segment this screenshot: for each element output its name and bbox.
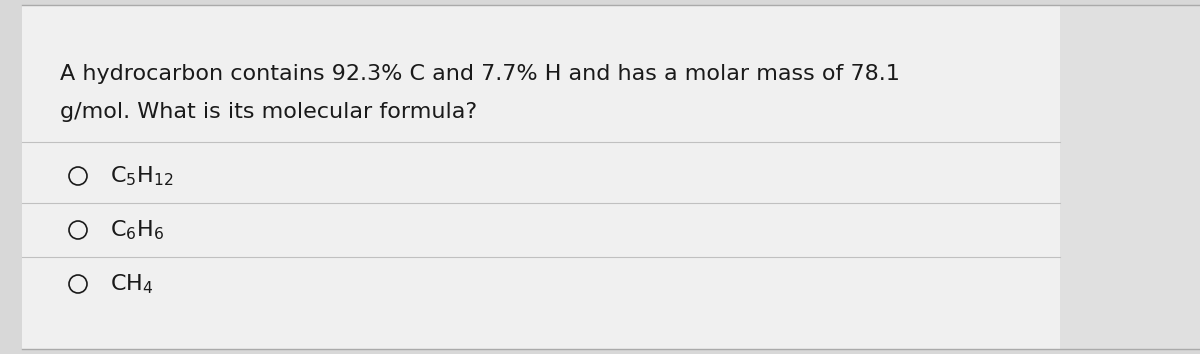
Text: CH$_4$: CH$_4$ [110, 272, 154, 296]
Text: g/mol. What is its molecular formula?: g/mol. What is its molecular formula? [60, 102, 478, 122]
FancyBboxPatch shape [1060, 5, 1200, 349]
Text: C$_5$H$_{12}$: C$_5$H$_{12}$ [110, 164, 173, 188]
Text: C$_6$H$_6$: C$_6$H$_6$ [110, 218, 164, 242]
Text: A hydrocarbon contains 92.3% C and 7.7% H and has a molar mass of 78.1: A hydrocarbon contains 92.3% C and 7.7% … [60, 64, 900, 84]
FancyBboxPatch shape [22, 5, 1060, 349]
